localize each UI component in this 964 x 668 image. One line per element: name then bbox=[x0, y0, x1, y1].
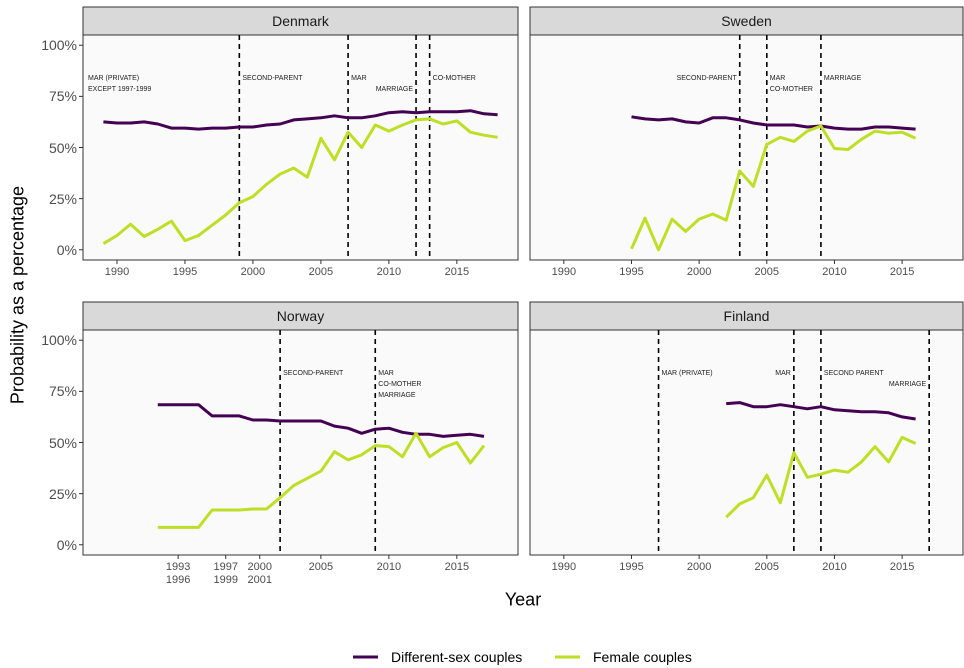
event-label: MAR bbox=[351, 75, 367, 82]
series-line bbox=[630, 124, 917, 252]
event-label: CO-MOTHER bbox=[432, 75, 476, 82]
y-tick-label: 100% bbox=[41, 37, 77, 54]
x-tick-label: 2000 bbox=[686, 266, 712, 278]
facet-title: Sweden bbox=[721, 12, 772, 29]
x-tick-label: 2015 bbox=[889, 266, 915, 278]
x-tick-label: 1995 bbox=[619, 266, 644, 278]
x-tick-label: 2005 bbox=[754, 561, 780, 573]
facet-title: Denmark bbox=[272, 12, 329, 29]
event-label: SECOND-PARENT bbox=[283, 370, 344, 377]
facet-strip bbox=[529, 301, 964, 331]
event-label: MAR bbox=[775, 370, 791, 377]
panel-background bbox=[529, 34, 964, 261]
x-axis-title: Year bbox=[504, 589, 542, 610]
x-tick-label: 1997 1999 bbox=[213, 561, 238, 586]
x-tick-label: 2000 2001 bbox=[247, 561, 272, 586]
event-label: SECOND-PARENT bbox=[676, 75, 737, 82]
series-line bbox=[157, 431, 486, 529]
y-tick-label: 50% bbox=[48, 139, 77, 156]
x-tick-label: 2005 bbox=[308, 266, 334, 278]
series-line bbox=[157, 403, 485, 438]
facet-strip bbox=[82, 301, 519, 331]
series-line bbox=[102, 117, 498, 245]
y-tick-label: 25% bbox=[48, 190, 77, 207]
x-tick-label: 2010 bbox=[822, 266, 847, 278]
x-tick-label: 2000 bbox=[240, 266, 266, 278]
event-label: SECOND-PARENT bbox=[242, 75, 303, 82]
event-label: MAR (PRIVATE) bbox=[661, 370, 713, 377]
y-tick-label: 75% bbox=[48, 88, 77, 105]
event-label: SECOND PARENT bbox=[823, 370, 884, 377]
facet-title: Norway bbox=[276, 307, 325, 324]
y-tick-label: 25% bbox=[48, 485, 77, 502]
event-label: MAR CO-MOTHER MARRIAGE bbox=[378, 370, 422, 399]
panel-background bbox=[529, 329, 964, 556]
x-tick-label: 2010 bbox=[822, 561, 847, 573]
event-label: MARRIAGE bbox=[888, 381, 927, 388]
x-tick-label: 1990 bbox=[104, 266, 130, 278]
y-tick-label: 0% bbox=[56, 241, 77, 258]
x-tick-label: 2005 bbox=[754, 266, 780, 278]
series-line bbox=[103, 109, 498, 131]
x-tick-label: 2005 bbox=[308, 561, 334, 573]
panel-background bbox=[82, 34, 519, 261]
y-tick-label: 0% bbox=[56, 536, 77, 553]
facet-strip bbox=[82, 6, 519, 36]
x-tick-label: 2000 bbox=[686, 561, 712, 573]
event-label: MARRIAGE bbox=[375, 86, 414, 93]
x-tick-label: 2015 bbox=[889, 561, 915, 573]
x-tick-label: 1993 1996 bbox=[165, 561, 191, 586]
event-label: MAR CO-MOTHER bbox=[769, 75, 813, 93]
x-tick-label: 2015 bbox=[444, 266, 470, 278]
x-tick-label: 2015 bbox=[444, 561, 470, 573]
x-tick-label: 1990 bbox=[551, 266, 577, 278]
series-line bbox=[631, 115, 916, 131]
series-line bbox=[725, 435, 917, 519]
facet-strip bbox=[529, 6, 964, 36]
y-axis-title: Probability as a percentage bbox=[7, 185, 28, 405]
y-tick-label: 50% bbox=[48, 434, 77, 451]
x-tick-label: 1990 bbox=[551, 561, 577, 573]
x-tick-label: 2010 bbox=[376, 266, 402, 278]
event-label: MARRIAGE bbox=[823, 75, 862, 82]
x-tick-label: 1995 bbox=[172, 266, 198, 278]
legend-label: Different-sex couples bbox=[391, 648, 523, 665]
y-tick-label: 75% bbox=[48, 383, 77, 400]
y-tick-label: 100% bbox=[41, 332, 77, 349]
panel-background bbox=[82, 329, 519, 556]
legend-label: Female couples bbox=[593, 648, 692, 665]
x-tick-label: 2010 bbox=[376, 561, 402, 573]
facet-title: Finland bbox=[723, 307, 770, 324]
x-tick-label: 1995 bbox=[619, 561, 644, 573]
event-label: MAR (PRIVATE) EXCEPT 1997-1999 bbox=[88, 75, 152, 93]
series-line bbox=[726, 401, 916, 421]
